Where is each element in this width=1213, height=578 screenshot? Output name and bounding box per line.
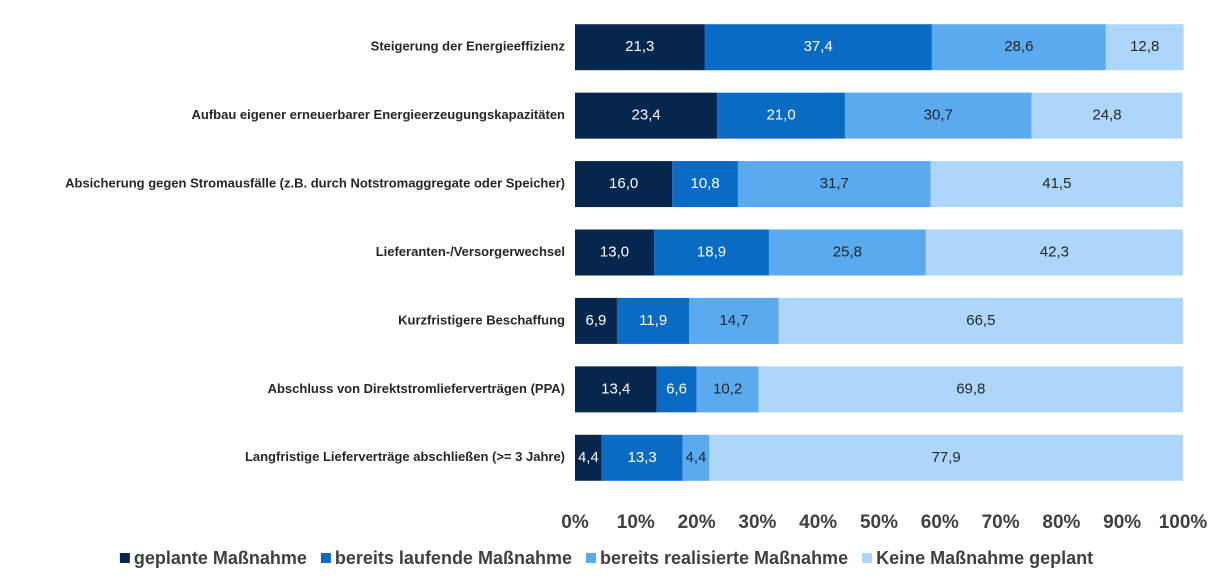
bar-segment bbox=[1031, 92, 1183, 139]
bar-segment bbox=[931, 24, 1106, 71]
value-label: 69,8 bbox=[956, 380, 985, 397]
legend-label: bereits laufende Maßnahme bbox=[335, 548, 572, 568]
value-label: 21,0 bbox=[767, 107, 796, 124]
x-tick-label: 40% bbox=[799, 512, 837, 533]
bar-segment bbox=[930, 161, 1183, 208]
legend-swatch bbox=[862, 553, 873, 563]
legend-label: Keine Maßnahme geplant bbox=[876, 548, 1093, 568]
category-label: Kurzfristigere Beschaffung bbox=[398, 312, 565, 327]
value-label: 25,8 bbox=[833, 243, 862, 260]
legend-label: geplante Maßnahme bbox=[134, 548, 307, 568]
bar-segment bbox=[601, 434, 683, 481]
value-label: 21,3 bbox=[625, 38, 654, 55]
value-label: 13,3 bbox=[628, 449, 657, 466]
bar-segment bbox=[575, 434, 602, 481]
bar-segment bbox=[689, 297, 779, 344]
value-label: 24,8 bbox=[1092, 107, 1121, 124]
bar-segment bbox=[616, 297, 690, 344]
value-label: 42,3 bbox=[1040, 243, 1069, 260]
bar-segment bbox=[737, 161, 931, 208]
bar-segment bbox=[654, 229, 769, 276]
legend-swatch bbox=[119, 553, 130, 563]
x-tick-label: 50% bbox=[860, 512, 898, 533]
value-label: 11,9 bbox=[639, 312, 667, 329]
value-label: 10,8 bbox=[691, 175, 720, 192]
value-label: 14,7 bbox=[719, 312, 748, 329]
value-label: 13,4 bbox=[601, 380, 630, 397]
bar-segment bbox=[575, 297, 617, 344]
bar-segment bbox=[704, 24, 932, 71]
bar-segment bbox=[1105, 24, 1184, 71]
bar-segment bbox=[672, 161, 738, 208]
x-tick-label: 70% bbox=[982, 512, 1020, 533]
value-label: 30,7 bbox=[924, 107, 953, 124]
bar-segment bbox=[768, 229, 926, 276]
bar-segment bbox=[925, 229, 1183, 276]
x-tick-label: 90% bbox=[1103, 512, 1141, 533]
x-tick-label: 30% bbox=[738, 512, 776, 533]
bar-segment bbox=[709, 434, 1183, 481]
bar-segment bbox=[717, 92, 845, 139]
bar-segment bbox=[844, 92, 1032, 139]
x-tick-label: 20% bbox=[678, 512, 716, 533]
value-label: 4,4 bbox=[578, 449, 599, 466]
value-label: 23,4 bbox=[632, 107, 661, 124]
legend-swatch bbox=[585, 553, 596, 563]
x-tick-label: 80% bbox=[1042, 512, 1080, 533]
bar-segment bbox=[656, 366, 697, 413]
value-label: 13,0 bbox=[600, 243, 629, 260]
bar-segment bbox=[778, 297, 1183, 344]
bar-segment bbox=[575, 229, 655, 276]
value-label: 41,5 bbox=[1042, 175, 1071, 192]
value-label: 66,5 bbox=[966, 312, 995, 329]
bar-segment bbox=[682, 434, 710, 481]
category-label: Lieferanten-/Versorgerwechsel bbox=[376, 244, 565, 259]
value-label: 18,9 bbox=[697, 243, 726, 260]
bar-segment bbox=[575, 92, 718, 139]
category-label: Abschluss von Direktstromlieferverträgen… bbox=[268, 381, 565, 396]
bar-segment bbox=[696, 366, 759, 413]
category-label: Steigerung der Energieeffizienz bbox=[371, 39, 566, 54]
value-label: 31,7 bbox=[820, 175, 849, 192]
x-tick-label: 0% bbox=[561, 512, 589, 533]
value-label: 37,4 bbox=[804, 38, 833, 55]
bar-segment bbox=[575, 24, 705, 71]
value-label: 6,9 bbox=[586, 312, 607, 329]
value-label: 16,0 bbox=[609, 175, 638, 192]
category-label: Absicherung gegen Stromausfälle (z.B. du… bbox=[65, 176, 565, 191]
value-label: 6,6 bbox=[666, 380, 687, 397]
bar-segment bbox=[575, 366, 657, 413]
value-label: 77,9 bbox=[932, 449, 961, 466]
value-label: 10,2 bbox=[713, 380, 742, 397]
category-label: Langfristige Lieferverträge abschließen … bbox=[245, 449, 565, 464]
legend-label: bereits realisierte Maßnahme bbox=[600, 548, 848, 568]
value-label: 4,4 bbox=[686, 449, 707, 466]
value-label: 28,6 bbox=[1004, 38, 1033, 55]
x-tick-label: 100% bbox=[1159, 512, 1208, 533]
x-tick-label: 10% bbox=[617, 512, 655, 533]
bar-segment bbox=[758, 366, 1183, 413]
x-tick-label: 60% bbox=[921, 512, 959, 533]
bar-segment bbox=[575, 161, 673, 208]
value-label: 12,8 bbox=[1130, 38, 1159, 55]
legend-swatch bbox=[320, 553, 331, 563]
category-label: Aufbau eigener erneuerbarer Energieerzeu… bbox=[192, 107, 566, 122]
